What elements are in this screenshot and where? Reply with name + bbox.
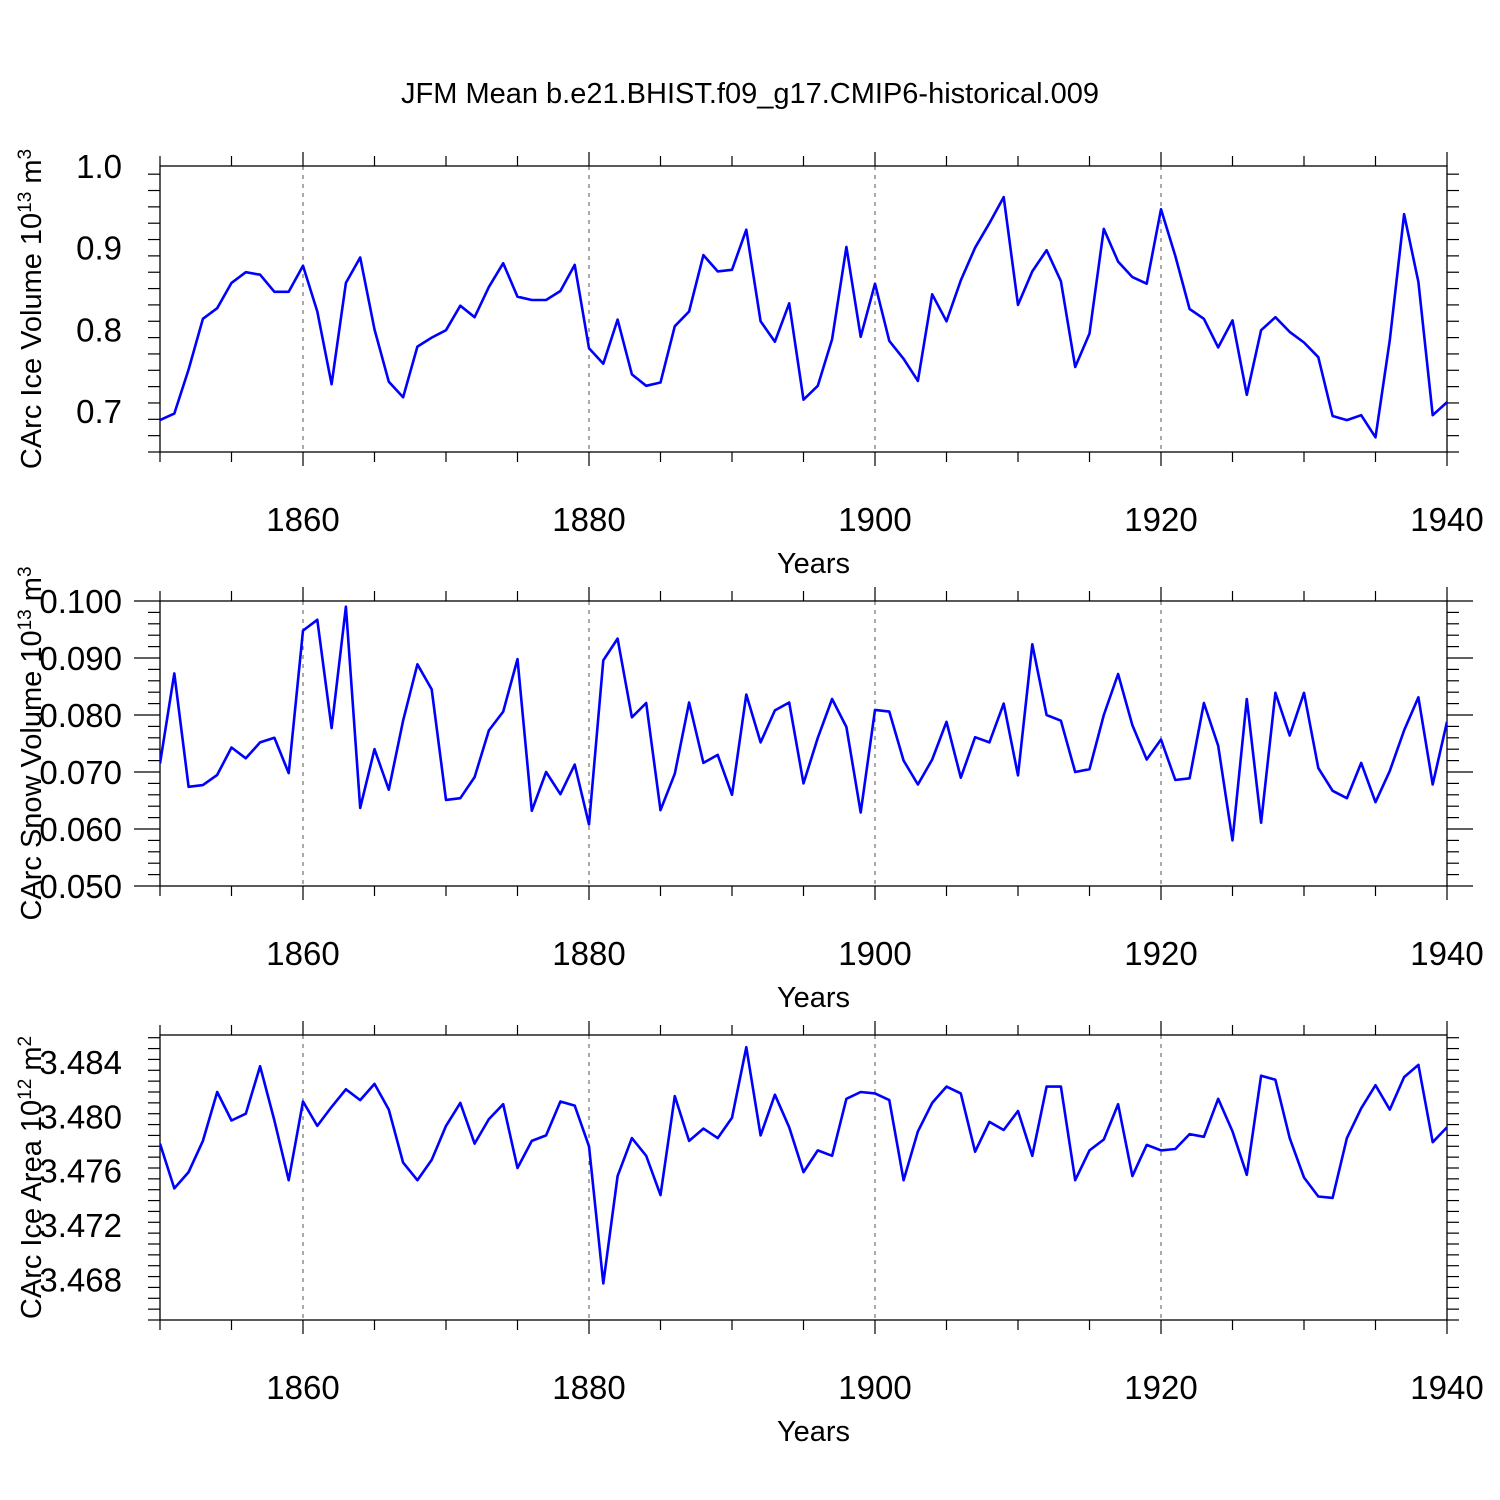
y-axis-title-exponent: 13 bbox=[15, 192, 36, 213]
x-tick-label: 1900 bbox=[838, 935, 911, 972]
y-axis-title-exponent: 13 bbox=[15, 609, 36, 630]
plot-frame bbox=[159, 600, 1448, 887]
y-axis-title: CArc Ice Volume 1013 m3 bbox=[15, 149, 49, 469]
x-tick-label: 1860 bbox=[266, 501, 339, 538]
y-tick-label: 3.480 bbox=[39, 1098, 122, 1135]
y-axis-title-part: m bbox=[16, 159, 48, 191]
panel-3: 3.468 3.472 3.476 3.480 3.484 1860 1880 1900 192… bbox=[15, 1021, 1484, 1448]
x-tick-label: 1880 bbox=[552, 935, 625, 972]
y-axis-title-exponent: 3 bbox=[15, 149, 36, 160]
y-axis-title-exponent: 3 bbox=[15, 566, 36, 577]
y-axis-title: CArc Snow Volume 1013 m3 bbox=[15, 566, 49, 920]
y-tick-label: 1.0 bbox=[76, 148, 122, 185]
series-line bbox=[160, 1045, 1447, 1285]
y-tick-label: 0.060 bbox=[39, 811, 122, 848]
series-line bbox=[160, 195, 1447, 439]
x-tick-label: 1940 bbox=[1410, 935, 1483, 972]
x-tick-label: 1920 bbox=[1124, 1369, 1197, 1406]
x-tick-label: 1860 bbox=[266, 935, 339, 972]
x-tick-label: 1880 bbox=[552, 1369, 625, 1406]
y-axis-title-part: CArc Snow Volume 10 bbox=[16, 630, 48, 920]
panel-1: 0.7 0.8 0.9 1.0 1860 1880 1900 1920 1940 Years CAr… bbox=[15, 148, 1484, 580]
x-axis-title: Years bbox=[777, 1416, 850, 1448]
y-axis-title-exponent: 2 bbox=[15, 1036, 36, 1047]
y-tick-label: 0.8 bbox=[76, 311, 122, 348]
panel-2: 0.050 0.060 0.070 0.080 0.090 0.100 1860 1880 19… bbox=[15, 566, 1484, 1014]
y-tick-label: 3.484 bbox=[39, 1044, 122, 1081]
x-tick-label: 1920 bbox=[1124, 501, 1197, 538]
x-tick-label: 1860 bbox=[266, 1369, 339, 1406]
x-tick-label: 1900 bbox=[838, 1369, 911, 1406]
y-tick-label: 0.080 bbox=[39, 697, 122, 734]
y-axis-title-part: m bbox=[16, 577, 48, 609]
x-axis-title: Years bbox=[777, 548, 850, 580]
x-tick-label: 1900 bbox=[838, 501, 911, 538]
y-tick-label: 0.050 bbox=[39, 868, 122, 905]
y-axis-title-part: CArc Ice Area 10 bbox=[16, 1100, 48, 1319]
series-line bbox=[160, 605, 1447, 842]
plot-frame bbox=[159, 165, 1448, 453]
y-tick-label: 0.090 bbox=[39, 640, 122, 677]
y-axis-title-part: m bbox=[16, 1047, 48, 1079]
x-tick-label: 1940 bbox=[1410, 1369, 1483, 1406]
x-tick-label: 1920 bbox=[1124, 935, 1197, 972]
x-tick-label: 1880 bbox=[552, 501, 625, 538]
y-tick-label: 3.468 bbox=[39, 1261, 122, 1298]
plot-frame bbox=[159, 1034, 1448, 1321]
x-axis-title: Years bbox=[777, 982, 850, 1014]
y-tick-label: 0.7 bbox=[76, 393, 122, 430]
y-axis-title-exponent: 12 bbox=[15, 1079, 36, 1100]
chart-title: JFM Mean b.e21.BHIST.f09_g17.CMIP6-histo… bbox=[401, 78, 1099, 110]
y-axis-title-part: CArc Ice Volume 10 bbox=[16, 213, 48, 469]
y-tick-label: 0.100 bbox=[39, 583, 122, 620]
y-tick-label: 3.472 bbox=[39, 1207, 122, 1244]
y-tick-label: 3.476 bbox=[39, 1153, 122, 1190]
x-tick-label: 1940 bbox=[1410, 501, 1483, 538]
y-axis-title: CArc Ice Area 1012 m2 bbox=[15, 1036, 49, 1319]
y-tick-label: 0.9 bbox=[76, 230, 122, 267]
y-tick-label: 0.070 bbox=[39, 754, 122, 791]
